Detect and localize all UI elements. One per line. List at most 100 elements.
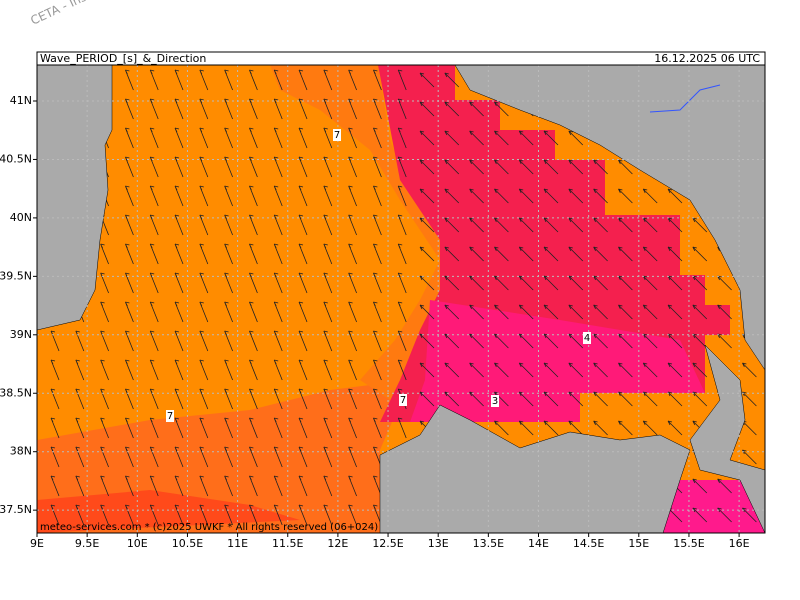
arrow xyxy=(174,243,184,265)
arrow xyxy=(518,130,534,146)
arrow xyxy=(494,188,509,204)
arrow xyxy=(323,243,333,265)
arrow xyxy=(419,246,435,262)
arrow xyxy=(348,98,357,120)
sea-red-orange xyxy=(37,490,300,533)
arrow xyxy=(100,359,109,381)
arrow xyxy=(298,98,308,120)
arrow xyxy=(518,217,534,233)
arrow xyxy=(298,185,308,207)
arrow xyxy=(174,417,184,439)
arrow xyxy=(199,69,209,91)
arrow xyxy=(568,188,584,204)
arrow xyxy=(618,159,633,175)
arrow xyxy=(249,417,258,439)
arrow xyxy=(323,69,333,91)
arrow xyxy=(667,246,683,262)
arrow xyxy=(249,388,258,410)
arrow xyxy=(199,446,209,468)
arrow xyxy=(618,217,633,233)
arrow xyxy=(444,101,460,117)
sea-pink xyxy=(410,300,705,422)
arrow xyxy=(494,304,509,320)
arrow xyxy=(224,127,233,149)
arrow xyxy=(273,127,283,149)
lat-label: 37.5N xyxy=(0,503,32,516)
arrow xyxy=(742,362,757,378)
contour-label-bg xyxy=(583,332,591,344)
land-sicily xyxy=(379,404,691,533)
arrow xyxy=(568,217,584,233)
arrow xyxy=(199,359,209,381)
lon-label: 10E xyxy=(127,537,148,550)
arrow xyxy=(692,246,708,262)
arrow xyxy=(568,130,584,146)
arrow xyxy=(568,420,584,436)
arrow xyxy=(298,359,308,381)
arrow xyxy=(469,304,484,320)
arrow xyxy=(174,504,184,526)
arrow xyxy=(224,417,233,439)
arrow xyxy=(618,420,633,436)
arrow xyxy=(75,504,85,526)
arrow xyxy=(348,214,357,236)
arrow xyxy=(100,301,109,323)
arrow xyxy=(373,359,382,381)
arrow xyxy=(298,301,308,323)
arrow xyxy=(667,188,683,204)
arrow xyxy=(397,330,407,352)
arrow xyxy=(323,127,333,149)
arrow xyxy=(444,72,460,88)
arrow xyxy=(149,388,159,410)
arrow xyxy=(543,362,559,378)
arrow xyxy=(125,475,134,497)
grid xyxy=(37,65,765,533)
arrow xyxy=(593,217,608,233)
arrow xyxy=(100,475,109,497)
arrow xyxy=(50,388,60,410)
arrow xyxy=(692,478,708,494)
arrow xyxy=(469,246,484,262)
arrow xyxy=(323,504,333,526)
arrow xyxy=(125,359,134,381)
arrow xyxy=(273,417,283,439)
arrow xyxy=(373,127,382,149)
arrow xyxy=(273,301,283,323)
arrow xyxy=(125,127,134,149)
lon-label: 11E xyxy=(227,537,248,550)
arrow xyxy=(174,388,184,410)
arrow xyxy=(618,246,633,262)
lon-label: 16E xyxy=(729,537,750,550)
arrow xyxy=(174,185,184,207)
arrow xyxy=(249,243,258,265)
arrow xyxy=(50,504,60,526)
arrow xyxy=(298,475,308,497)
arrow xyxy=(618,304,633,320)
arrow xyxy=(642,246,658,262)
arrow xyxy=(298,330,308,352)
contour-label: 7 xyxy=(334,130,340,141)
arrow xyxy=(149,214,159,236)
arrow xyxy=(249,330,258,352)
arrow xyxy=(543,217,559,233)
arrow xyxy=(298,446,308,468)
lat-label: 38N xyxy=(10,445,32,458)
arrow xyxy=(50,475,60,497)
contour-label-bg xyxy=(166,410,174,422)
arrow xyxy=(348,446,357,468)
arrow xyxy=(323,272,333,294)
arrow xyxy=(273,504,283,526)
lat-label: 39N xyxy=(10,328,32,341)
arrow xyxy=(593,362,608,378)
arrow xyxy=(249,301,258,323)
river xyxy=(649,84,721,113)
arrow xyxy=(149,272,159,294)
arrow xyxy=(494,159,509,175)
arrow xyxy=(444,304,460,320)
arrow xyxy=(667,362,683,378)
arrow xyxy=(174,446,184,468)
title: Wave_PERIOD_[s]_&_Direction xyxy=(40,52,206,65)
arrow xyxy=(373,214,382,236)
lon-label: 15E xyxy=(628,537,649,550)
